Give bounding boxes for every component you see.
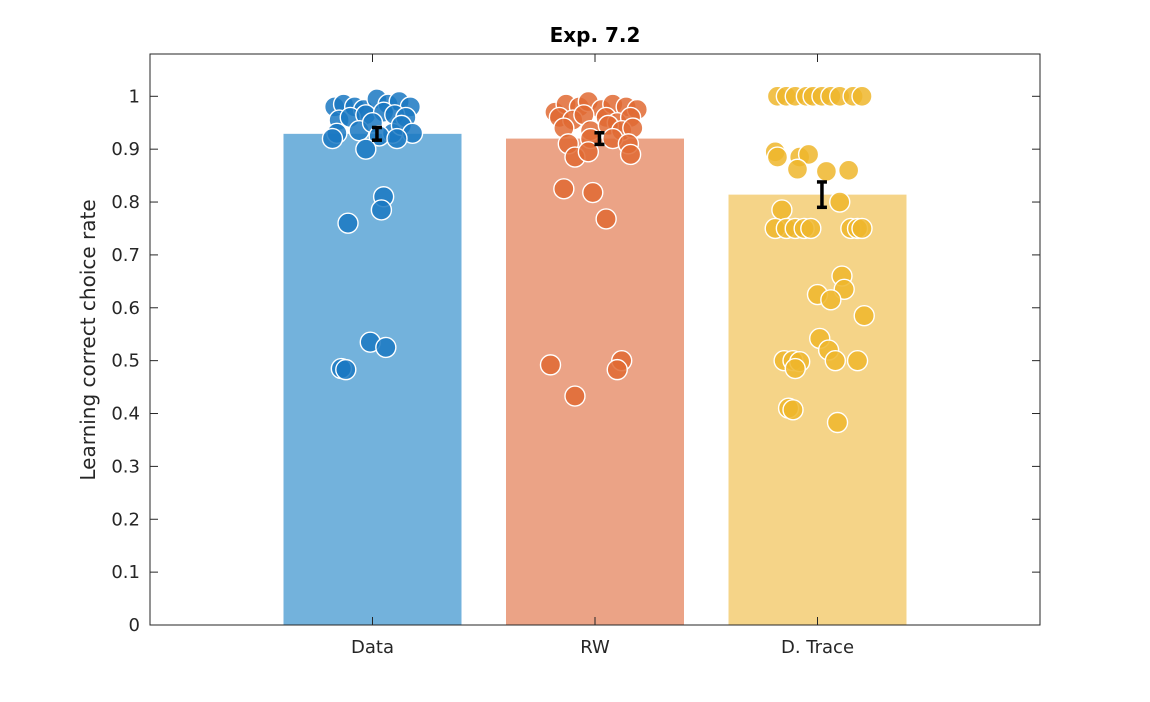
error-bar-3 — [816, 180, 827, 210]
y-tick-label: 0.4 — [111, 404, 140, 425]
data-point-3-14 — [797, 143, 820, 166]
data-point-3-17 — [837, 159, 860, 182]
y-tick-label: 0 — [129, 615, 140, 636]
data-point-3-24 — [800, 217, 822, 240]
data-point-3-16 — [815, 160, 838, 183]
plot-area: 0 0.1 0.2 0.3 0.4 0.5 0.6 0.7 0.8 0.9 1 Data RW D. Tr… — [111, 53, 1041, 658]
y-tick-label: 0.7 — [111, 245, 140, 266]
y-tick-label: 0.8 — [111, 192, 140, 213]
data-point-2-27 — [553, 178, 575, 200]
data-point-3-42 — [782, 399, 804, 421]
data-point-1-29 — [375, 336, 397, 359]
data-point-3-32 — [853, 305, 875, 327]
data-point-1-24 — [355, 138, 377, 160]
x-tick-label: RW — [580, 637, 610, 658]
chart-title: Exp. 7.2 — [550, 23, 641, 47]
data-point-1-23 — [386, 127, 408, 150]
data-point-3-38 — [824, 349, 846, 372]
data-point-1-31 — [335, 358, 357, 381]
y-tick-label: 0.5 — [111, 351, 140, 372]
data-point-3-40 — [784, 357, 806, 380]
data-point-2-29 — [595, 208, 617, 230]
error-bar-2 — [594, 131, 605, 147]
data-point-3-31 — [820, 289, 842, 311]
y-tick-label: 0.9 — [111, 139, 140, 160]
data-point-2-31 — [539, 354, 562, 376]
data-point-3-12 — [766, 146, 789, 168]
data-point-3-10 — [851, 85, 873, 107]
data-point-3-39 — [846, 349, 869, 372]
data-point-2-28 — [582, 181, 604, 204]
data-point-1-21 — [321, 127, 344, 150]
data-point-2-33 — [564, 385, 586, 407]
data-point-2-32 — [606, 358, 628, 381]
x-tick-label: Data — [351, 637, 394, 658]
data-point-1-26 — [370, 199, 393, 221]
error-bar-1 — [371, 125, 382, 142]
y-tick-label: 0.6 — [111, 298, 140, 319]
data-point-3-15 — [786, 158, 809, 180]
y-tick-label: 1 — [129, 86, 140, 107]
y-tick-label: 0.3 — [111, 456, 140, 477]
data-point-3-27 — [851, 217, 873, 240]
bar-3 — [728, 194, 907, 625]
y-axis-label: Learning correct choice rate — [76, 199, 100, 480]
bar-2 — [506, 138, 684, 625]
data-point-3-18 — [829, 191, 851, 213]
data-point-3-19 — [771, 199, 793, 221]
data-point-2-26 — [619, 143, 642, 166]
data-point-3-43 — [826, 411, 849, 434]
x-tick-label: D. Trace — [781, 637, 854, 658]
y-tick-label: 0.1 — [111, 562, 140, 583]
data-point-2-25 — [577, 141, 600, 163]
data-point-1-27 — [337, 212, 359, 234]
y-tick-label: 0.2 — [111, 509, 140, 530]
